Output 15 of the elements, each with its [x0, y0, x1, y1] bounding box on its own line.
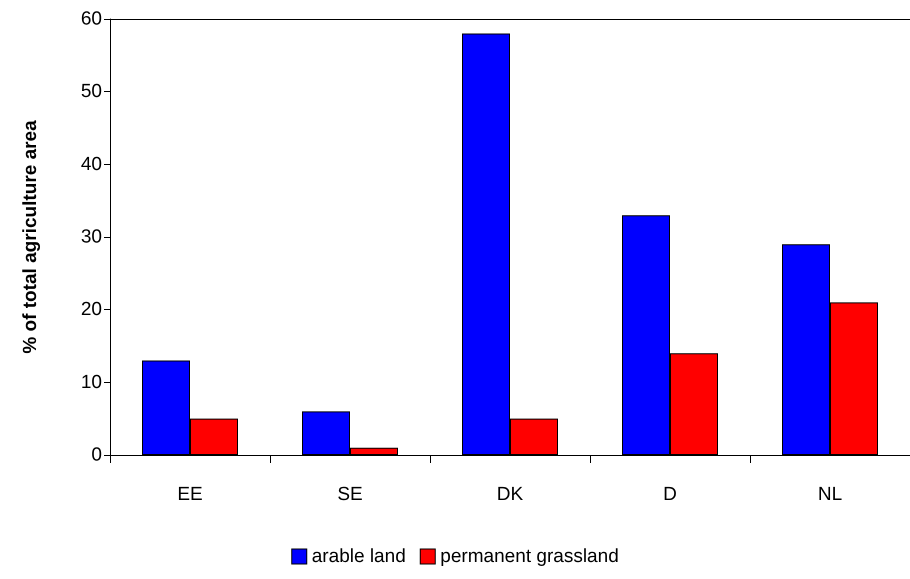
y-tick-label: 20 [80, 299, 102, 320]
y-tick-label: 50 [80, 81, 102, 102]
x-tick-label: NL [818, 484, 842, 505]
y-tick-label: 0 [91, 444, 102, 466]
y-tick-label: 40 [80, 154, 102, 175]
y-tick-label: 30 [80, 226, 102, 248]
y-tick-label: 10 [80, 372, 102, 393]
x-tick-label: SE [337, 484, 363, 505]
y-axis-title: % of total agriculture area [20, 120, 41, 354]
x-tick-label: D [663, 484, 677, 505]
y-tick-label: 60 [80, 8, 102, 30]
x-tick-label: EE [177, 484, 203, 505]
legend-label: permanent grassland [440, 546, 619, 567]
x-tick-label: DK [496, 484, 524, 505]
legend-label: arable land [312, 546, 406, 567]
